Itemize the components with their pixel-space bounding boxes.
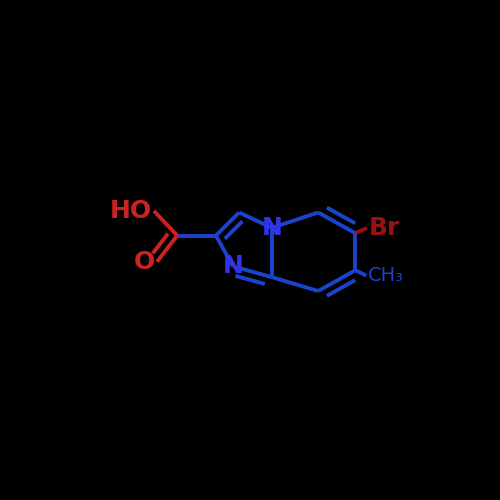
Text: HO: HO [110, 199, 152, 223]
Text: N: N [222, 254, 244, 278]
Text: O: O [134, 250, 155, 274]
Text: Br: Br [369, 216, 400, 240]
Text: CH₃: CH₃ [368, 266, 404, 285]
Text: N: N [262, 216, 282, 240]
